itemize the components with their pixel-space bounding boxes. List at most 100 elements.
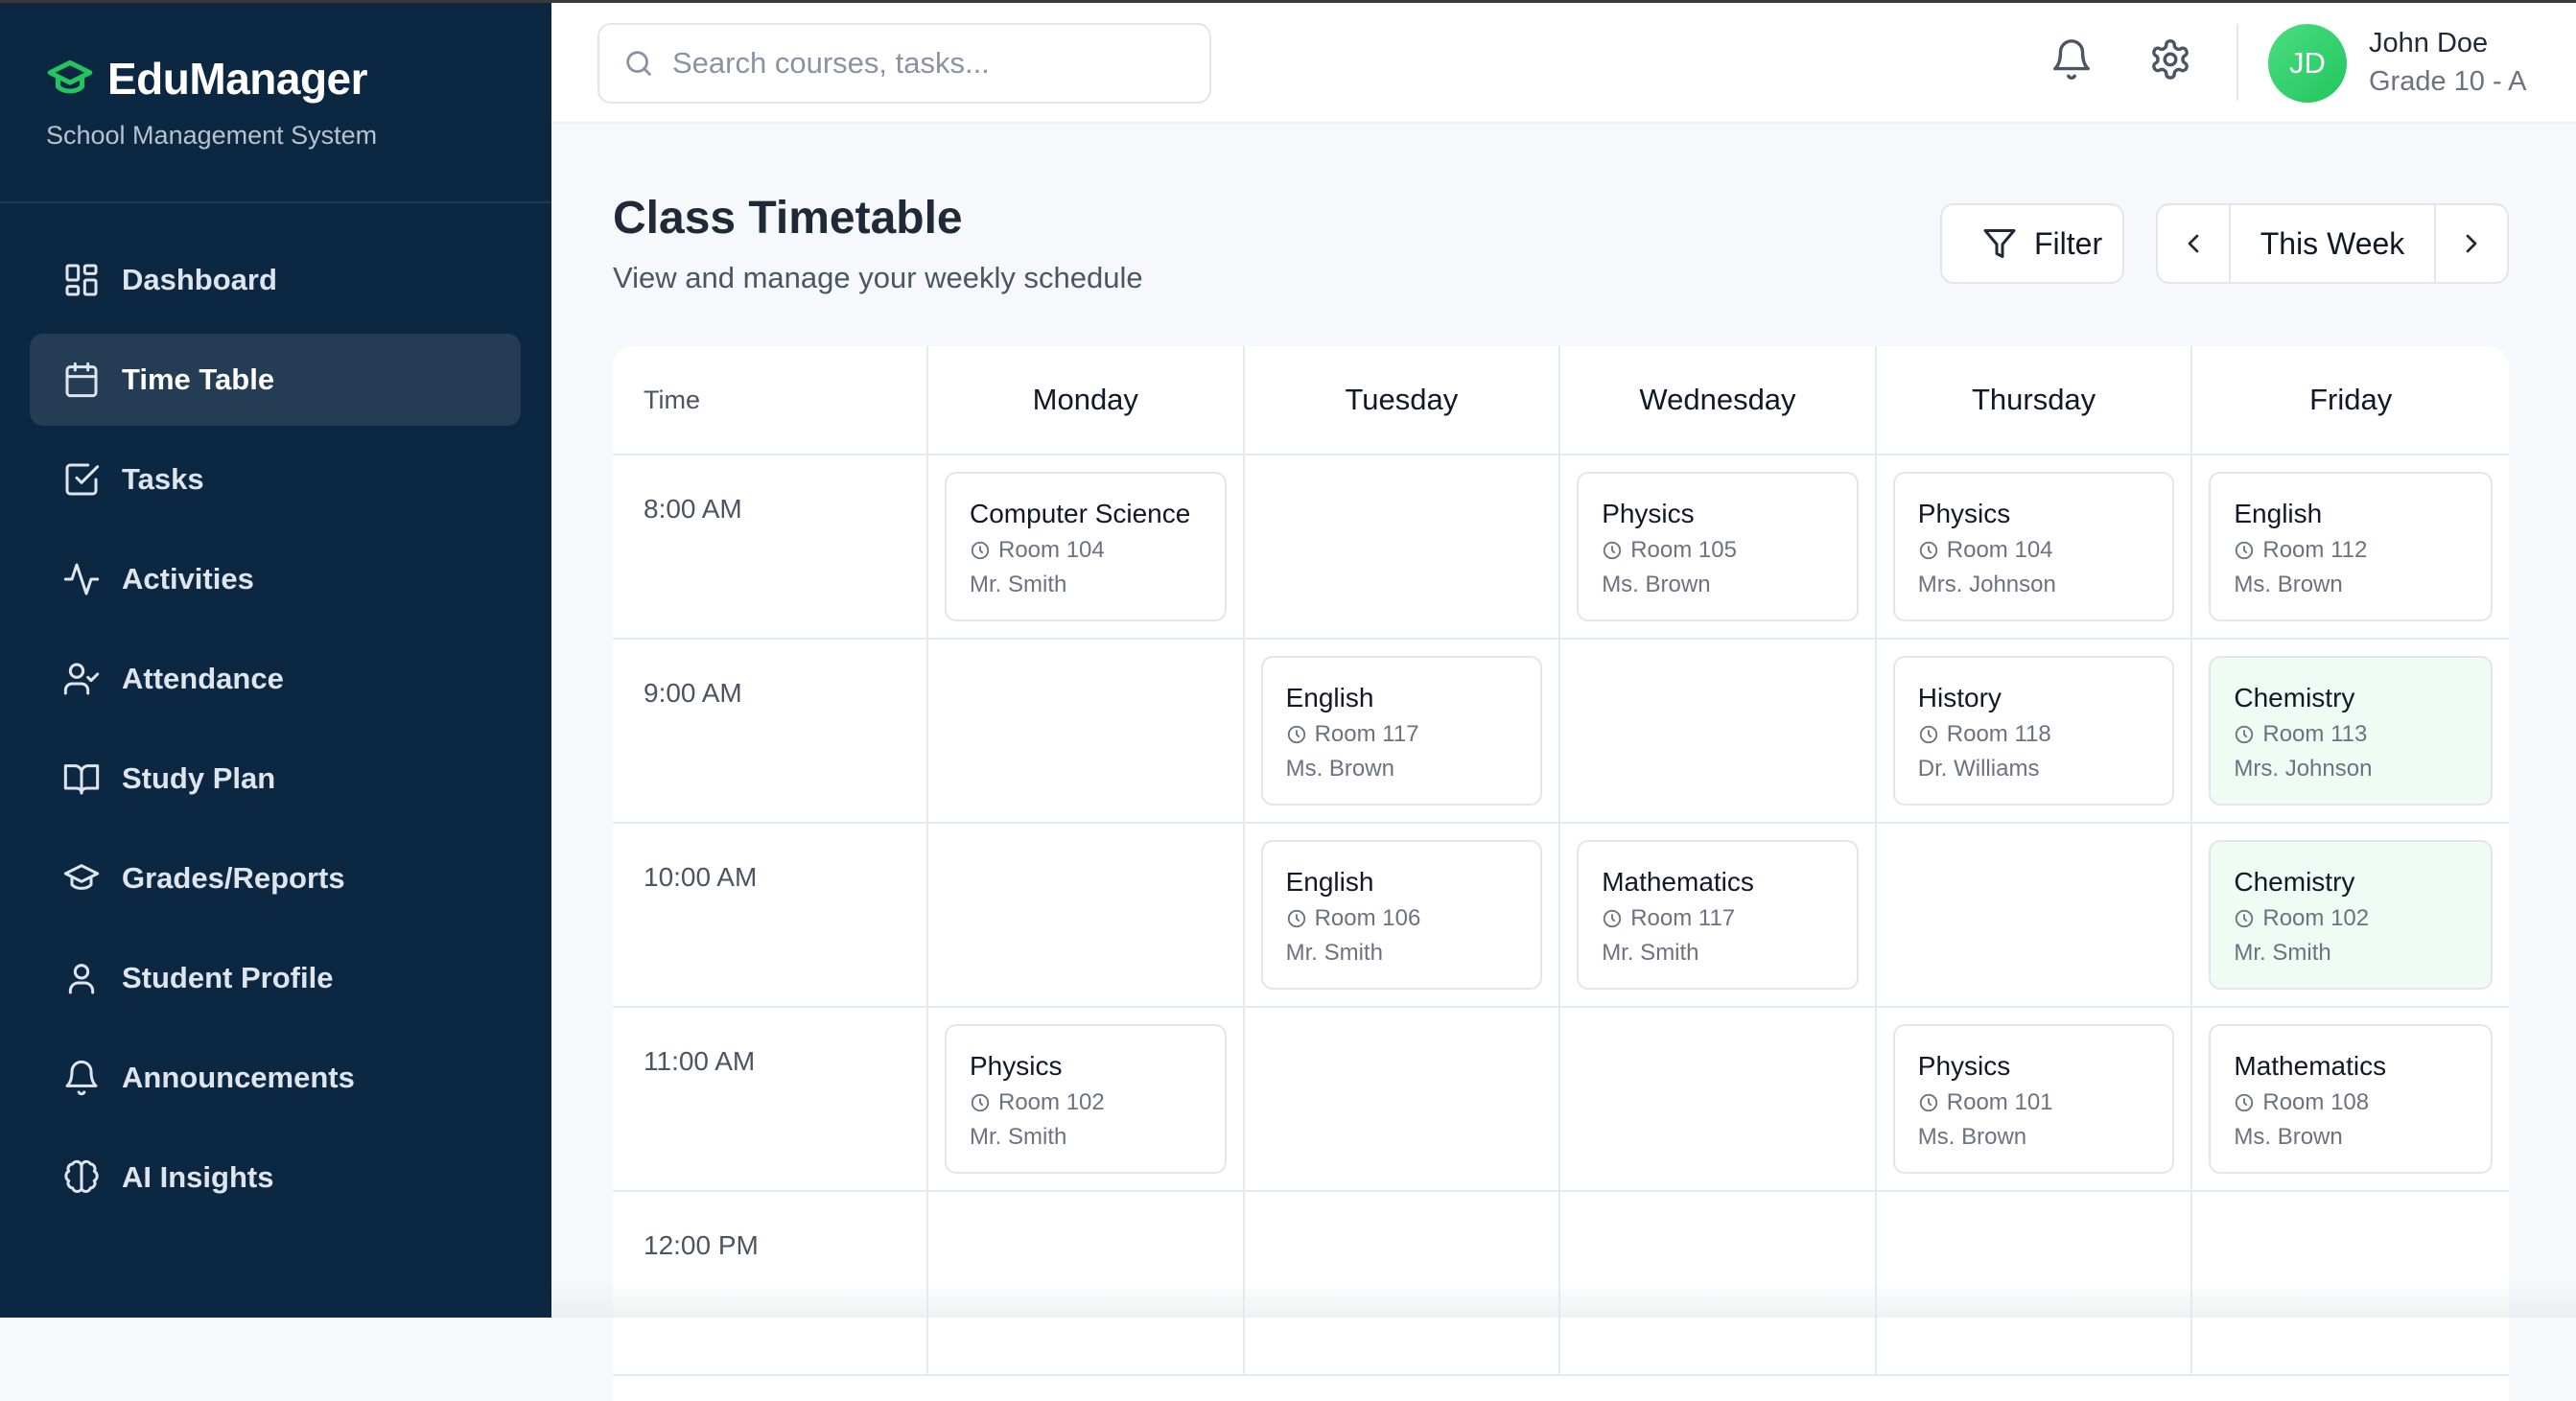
sidebar-item-activities[interactable]: Activities: [30, 533, 521, 625]
class-teacher: Dr. Williams: [1918, 756, 2150, 782]
sidebar-item-announcements[interactable]: Announcements: [30, 1032, 521, 1124]
class-subject: Computer Science: [970, 499, 1202, 529]
timetable-cell: [1877, 824, 2193, 1006]
class-room: Room 104: [1947, 537, 2053, 564]
sidebar-item-student-profile[interactable]: Student Profile: [30, 932, 521, 1024]
avatar[interactable]: JD: [2268, 24, 2347, 103]
sidebar-item-label: Announcements: [122, 1061, 355, 1095]
timetable-cell: Physics Room 104 Mrs. Johnson: [1877, 455, 2193, 638]
class-room: Room 117: [1630, 905, 1735, 932]
class-card[interactable]: Computer Science Room 104 Mr. Smith: [945, 472, 1227, 621]
time-slot-label: 8:00 AM: [613, 455, 928, 638]
class-card[interactable]: Physics Room 104 Mrs. Johnson: [1893, 472, 2175, 621]
class-teacher: Mr. Smith: [970, 1124, 1202, 1151]
page-title: Class Timetable: [613, 192, 963, 245]
timetable-cell: [1245, 455, 1561, 638]
sidebar-item-ai-insights[interactable]: AI Insights: [30, 1132, 521, 1224]
time-column-header: Time: [613, 346, 928, 454]
clock-icon: [2234, 908, 2255, 929]
class-room: Room 108: [2262, 1089, 2369, 1116]
bottom-fade: [551, 1279, 2576, 1318]
chevron-right-icon: [2456, 228, 2487, 259]
class-teacher: Ms. Brown: [2234, 572, 2468, 598]
user-check-icon: [62, 660, 101, 698]
day-header-wednesday: Wednesday: [1560, 346, 1877, 454]
class-card[interactable]: Mathematics Room 117 Mr. Smith: [1577, 840, 1859, 990]
sidebar-item-label: Tasks: [122, 462, 204, 497]
class-teacher: Ms. Brown: [1918, 1124, 2150, 1151]
clock-icon: [2234, 540, 2255, 561]
filter-button[interactable]: Filter: [1940, 203, 2124, 284]
search-input[interactable]: [672, 46, 1190, 81]
class-card[interactable]: Chemistry Room 113 Mrs. Johnson: [2209, 656, 2493, 806]
sidebar-item-dashboard[interactable]: Dashboard: [30, 234, 521, 326]
day-header-tuesday: Tuesday: [1245, 346, 1561, 454]
timetable-row: 11:00 AM Physics Room 102 Mr. Smith Phys…: [613, 1008, 2509, 1192]
timetable-cell: Chemistry Room 113 Mrs. Johnson: [2192, 640, 2509, 822]
class-teacher: Ms. Brown: [1602, 572, 1834, 598]
next-week-button[interactable]: [2436, 205, 2507, 282]
class-card[interactable]: English Room 112 Ms. Brown: [2209, 472, 2493, 621]
timetable-cell: Mathematics Room 117 Mr. Smith: [1560, 824, 1877, 1006]
timetable-cell: History Room 118 Dr. Williams: [1877, 640, 2193, 822]
calendar-icon: [62, 361, 101, 399]
clock-icon: [1602, 908, 1623, 929]
bell-icon: [2049, 37, 2094, 82]
time-slot-label: 11:00 AM: [613, 1008, 928, 1190]
class-teacher: Mrs. Johnson: [2234, 756, 2468, 782]
timetable-cell: [1560, 640, 1877, 822]
class-subject: Physics: [1918, 499, 2150, 529]
class-card[interactable]: English Room 106 Mr. Smith: [1261, 840, 1543, 990]
class-card[interactable]: Physics Room 101 Ms. Brown: [1893, 1024, 2175, 1174]
user-name: John Doe: [2369, 28, 2488, 59]
class-card[interactable]: Mathematics Room 108 Ms. Brown: [2209, 1024, 2493, 1174]
sidebar-item-study-plan[interactable]: Study Plan: [30, 733, 521, 825]
class-room: Room 106: [1315, 905, 1421, 932]
timetable-cell: Physics Room 102 Mr. Smith: [928, 1008, 1245, 1190]
class-room: Room 118: [1947, 721, 2051, 748]
day-header-friday: Friday: [2192, 346, 2509, 454]
class-subject: English: [2234, 499, 2468, 529]
class-subject: English: [1286, 867, 1518, 898]
class-card[interactable]: Chemistry Room 102 Mr. Smith: [2209, 840, 2493, 990]
notifications-button[interactable]: [2049, 37, 2094, 82]
previous-week-button[interactable]: [2158, 205, 2229, 282]
sidebar-item-label: Time Table: [122, 362, 274, 397]
class-room: Room 101: [1947, 1089, 2053, 1116]
sidebar-item-grades-reports[interactable]: Grades/Reports: [30, 832, 521, 924]
user-icon: [62, 959, 101, 997]
class-card[interactable]: History Room 118 Dr. Williams: [1893, 656, 2175, 806]
app-subtitle: School Management System: [46, 121, 377, 151]
sidebar: EduManager School Management System Dash…: [0, 0, 551, 1318]
timetable-cell: [928, 640, 1245, 822]
class-room: Room 112: [2262, 537, 2367, 564]
clock-icon: [1918, 1092, 1939, 1113]
search-box[interactable]: [597, 23, 1211, 104]
top-header: JD John Doe Grade 10 - A: [551, 3, 2576, 124]
class-teacher: Mr. Smith: [2234, 940, 2468, 967]
class-card[interactable]: Physics Room 102 Mr. Smith: [945, 1024, 1227, 1174]
sidebar-item-time-table[interactable]: Time Table: [30, 334, 521, 426]
brain-icon: [62, 1158, 101, 1197]
class-teacher: Ms. Brown: [2234, 1124, 2468, 1151]
timetable-cell: [1245, 1008, 1561, 1190]
class-card[interactable]: English Room 117 Ms. Brown: [1261, 656, 1543, 806]
class-subject: Mathematics: [2234, 1051, 2468, 1082]
sidebar-item-tasks[interactable]: Tasks: [30, 433, 521, 525]
timetable-cell: Computer Science Room 104 Mr. Smith: [928, 455, 1245, 638]
sidebar-item-attendance[interactable]: Attendance: [30, 633, 521, 725]
logo: EduManager: [46, 53, 367, 105]
settings-button[interactable]: [2148, 37, 2192, 82]
checkbox-icon: [62, 460, 101, 499]
chevron-left-icon: [2178, 228, 2209, 259]
class-card[interactable]: Physics Room 105 Ms. Brown: [1577, 472, 1859, 621]
time-slot-label: 10:00 AM: [613, 824, 928, 1006]
clock-icon: [1602, 540, 1623, 561]
class-room: Room 102: [2262, 905, 2369, 932]
search-icon: [622, 47, 655, 80]
class-subject: Mathematics: [1602, 867, 1834, 898]
week-label[interactable]: This Week: [2229, 205, 2436, 282]
sidebar-nav: Dashboard Time Table Tasks Activities At…: [30, 234, 521, 1231]
page-subtitle: View and manage your weekly schedule: [613, 261, 1143, 295]
book-icon: [62, 759, 101, 798]
